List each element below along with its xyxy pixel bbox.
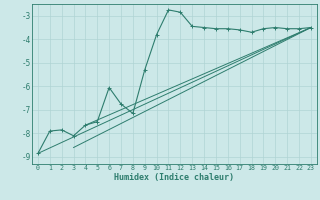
X-axis label: Humidex (Indice chaleur): Humidex (Indice chaleur)	[115, 173, 234, 182]
